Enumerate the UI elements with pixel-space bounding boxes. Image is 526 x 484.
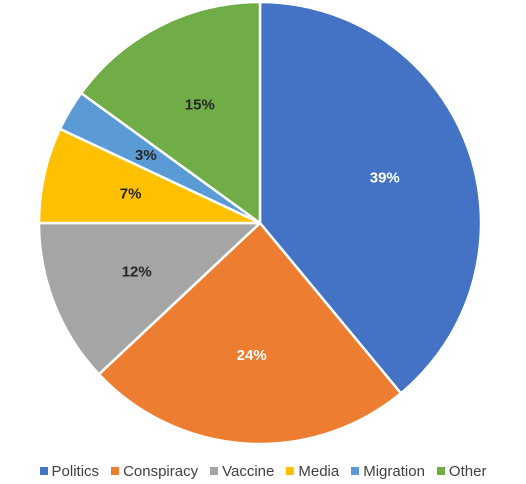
pie-slice-vaccine <box>37 221 262 376</box>
legend-label: Politics <box>51 462 100 480</box>
pie-slice-conspiracy <box>97 221 403 446</box>
pie-slice-politics <box>258 0 483 395</box>
chart-legend: Politics Conspiracy Vaccine Media Migration O… <box>0 461 526 481</box>
data-label-vaccine: 12% <box>122 263 152 280</box>
data-label-other: 15% <box>185 96 215 113</box>
data-label-migration: 3% <box>135 147 157 164</box>
legend-label: Media <box>298 462 340 480</box>
legend-label: Conspiracy <box>123 462 199 480</box>
data-label-politics: 39% <box>370 170 400 187</box>
pie-slice-other <box>79 0 262 225</box>
legend-item-migration: Migration <box>351 463 425 480</box>
legend-item-conspiracy: Conspiracy <box>111 463 198 480</box>
legend-swatch <box>39 467 48 475</box>
legend-label: Vaccine <box>222 462 275 480</box>
legend-swatch <box>210 467 219 475</box>
legend-item-other: Other <box>436 462 487 480</box>
legend-label: Other <box>448 462 487 480</box>
legend-item-media: Media <box>286 463 339 480</box>
legend-item-politics: Politics <box>39 462 100 480</box>
legend-label: Migration <box>363 462 425 480</box>
data-label-conspiracy: 24% <box>237 347 267 364</box>
legend-item-vaccine: Vaccine <box>210 463 274 480</box>
legend-swatch <box>351 467 360 475</box>
legend-swatch <box>286 467 295 475</box>
legend-swatch <box>436 467 445 475</box>
legend-swatch <box>111 467 120 475</box>
data-label-media: 7% <box>120 186 142 203</box>
